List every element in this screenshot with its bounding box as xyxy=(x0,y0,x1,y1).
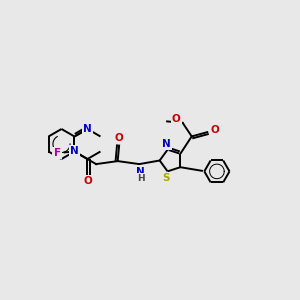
Text: N: N xyxy=(83,124,92,134)
Text: O: O xyxy=(172,114,181,124)
Text: O: O xyxy=(210,125,219,135)
Text: O: O xyxy=(115,133,124,143)
Text: N: N xyxy=(136,167,145,177)
Text: O: O xyxy=(83,176,92,186)
Text: S: S xyxy=(162,173,170,183)
Text: F: F xyxy=(53,148,61,158)
Text: N: N xyxy=(162,139,170,149)
Text: H: H xyxy=(137,174,145,183)
Text: N: N xyxy=(70,146,79,157)
